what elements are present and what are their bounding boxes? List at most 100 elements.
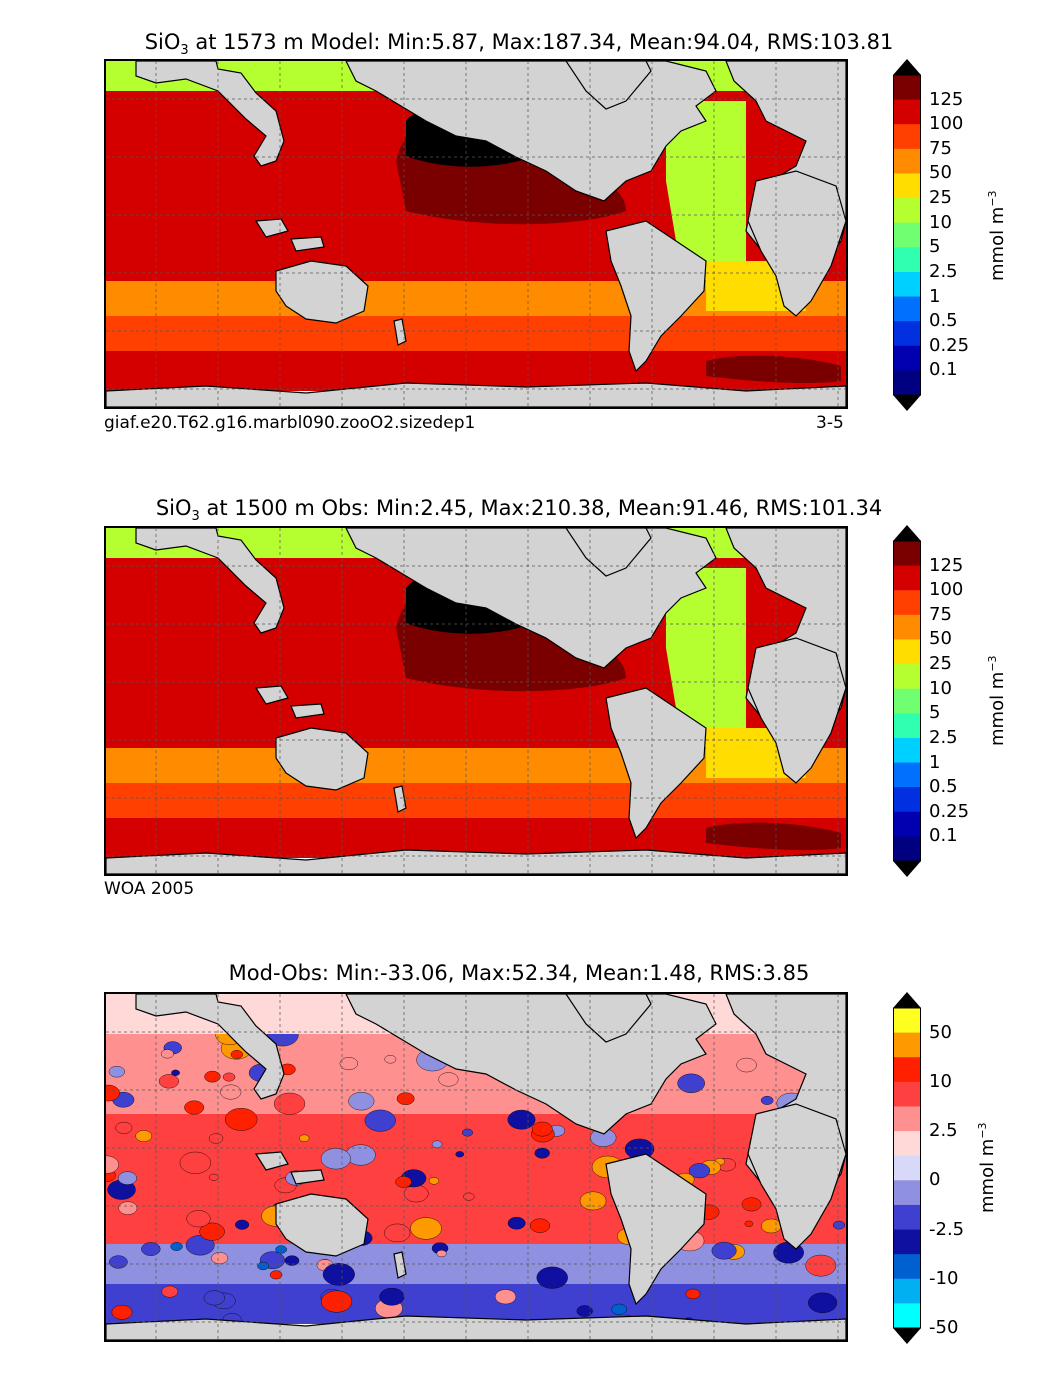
difference-blob xyxy=(109,1255,128,1269)
colorbar-swatch xyxy=(893,590,921,616)
colorbar-swatch xyxy=(893,198,921,224)
difference-blob xyxy=(235,1219,250,1230)
colorbar-swatch xyxy=(893,811,921,837)
panel-2-map-svg xyxy=(106,528,846,874)
difference-blob xyxy=(507,1109,536,1130)
colorbar-swatch xyxy=(893,345,921,371)
colorbar-swatch xyxy=(893,737,921,764)
difference-blob xyxy=(463,1192,475,1201)
ocean-band xyxy=(106,783,846,818)
colorbar-tick-label: 0.1 xyxy=(929,359,958,381)
difference-blob xyxy=(494,1289,517,1305)
difference-blob xyxy=(534,1147,550,1159)
colorbar-swatch xyxy=(893,565,921,591)
difference-blob xyxy=(379,1287,405,1306)
panel-2-title: SiO3 at 1500 m Obs: Min:2.45, Max:210.38… xyxy=(0,496,1038,524)
difference-blob xyxy=(529,1218,551,1233)
panel-3-map xyxy=(104,992,848,1342)
panel-1-title-sub: 3 xyxy=(180,43,189,59)
difference-blob xyxy=(171,1069,180,1076)
colorbar-swatch xyxy=(893,173,921,199)
panel-3-title: Mod-Obs: Min:-33.06, Max:52.34, Mean:1.4… xyxy=(0,961,1038,985)
colorbar-outline xyxy=(893,540,921,862)
panel-2-caption-left: WOA 2005 xyxy=(104,879,195,899)
difference-blob xyxy=(761,1218,782,1234)
panel-3-map-svg xyxy=(106,994,846,1340)
difference-blob xyxy=(808,1292,838,1314)
colorbar-extend-bottom xyxy=(893,1328,921,1344)
difference-blob xyxy=(736,1057,757,1073)
panel-1-title-prefix: SiO xyxy=(144,30,181,54)
colorbar-1-unit-text: mmol m xyxy=(987,206,1008,281)
land-mass xyxy=(605,687,707,840)
panel-1-caption-right: 3-5 xyxy=(816,413,844,433)
colorbar-swatch xyxy=(893,1180,921,1206)
colorbar-extend-top xyxy=(893,525,921,541)
land-mass xyxy=(393,785,407,813)
colorbar-tick-label: 125 xyxy=(929,88,964,110)
colorbar-swatch xyxy=(893,836,921,862)
colorbar-1-unit-sup: −3 xyxy=(986,190,999,207)
ocean-band xyxy=(106,1194,846,1244)
colorbar-swatch xyxy=(893,75,921,101)
difference-blob xyxy=(204,1070,221,1083)
difference-blob xyxy=(431,1140,443,1149)
colorbar-swatch xyxy=(893,124,921,150)
colorbar-tick-label: 2.5 xyxy=(929,1120,958,1142)
colorbar-swatch xyxy=(893,271,921,298)
difference-blob xyxy=(410,1217,442,1240)
panel-2-title-prefix: SiO xyxy=(155,496,192,520)
difference-blob xyxy=(760,1095,774,1105)
colorbar-swatch xyxy=(893,1204,921,1231)
panel-2-title-sub: 3 xyxy=(191,509,200,525)
colorbar-swatch xyxy=(893,541,921,567)
difference-blob xyxy=(741,1197,762,1212)
difference-blob xyxy=(203,1290,225,1306)
colorbar-3-unit-sup: −3 xyxy=(976,1122,989,1139)
difference-blob xyxy=(208,1133,224,1144)
difference-blob xyxy=(531,1121,553,1137)
difference-blob xyxy=(111,1304,133,1320)
difference-blob xyxy=(185,1235,215,1256)
colorbar-tick-label: 0.1 xyxy=(929,825,958,847)
colorbar-tick-label: 75 xyxy=(929,137,952,159)
colorbar-outline xyxy=(893,74,921,396)
colorbar-tick-label: 2.5 xyxy=(929,726,958,748)
land-mass xyxy=(747,637,846,784)
difference-blob xyxy=(269,1270,283,1280)
land-mass xyxy=(565,528,652,577)
colorbar-tick-label: 5 xyxy=(929,236,941,258)
colorbar-tick-label: 1 xyxy=(929,285,941,307)
land-mass xyxy=(135,528,285,634)
colorbar-1 xyxy=(893,59,921,411)
colorbar-tick-label: 10 xyxy=(929,1070,952,1092)
panel-1-map xyxy=(104,59,848,409)
panel-1-title-rest: at 1573 m Model: Min:5.87, Max:187.34, M… xyxy=(188,30,894,54)
southern-ocean-high xyxy=(706,355,841,384)
land-mass xyxy=(747,1103,846,1250)
difference-blob xyxy=(507,1216,526,1230)
colorbar-swatch xyxy=(893,1008,921,1034)
colorbar-tick-label: 100 xyxy=(929,113,964,135)
colorbar-outline xyxy=(893,1007,921,1329)
colorbar-swatch xyxy=(893,787,921,813)
difference-blob xyxy=(611,1303,627,1315)
difference-blob xyxy=(273,1092,306,1115)
colorbar-extend-bottom xyxy=(893,861,921,877)
colorbar-swatch xyxy=(893,1131,921,1157)
difference-blob xyxy=(576,1305,593,1317)
difference-blob xyxy=(395,1176,412,1188)
colorbar-tick-label: 0 xyxy=(929,1169,941,1191)
difference-blob xyxy=(536,1266,568,1289)
difference-blob xyxy=(744,1220,754,1227)
difference-blob xyxy=(208,1173,219,1181)
difference-blob xyxy=(211,1252,229,1265)
land-mass xyxy=(290,703,325,719)
atlantic-low xyxy=(666,101,746,281)
difference-blob xyxy=(711,1241,737,1260)
colorbar-swatch xyxy=(893,222,921,248)
colorbar-swatch xyxy=(893,713,921,739)
difference-blob xyxy=(257,1261,269,1271)
colorbar-tick-label: -50 xyxy=(929,1317,959,1338)
colorbar-swatch xyxy=(893,321,921,347)
